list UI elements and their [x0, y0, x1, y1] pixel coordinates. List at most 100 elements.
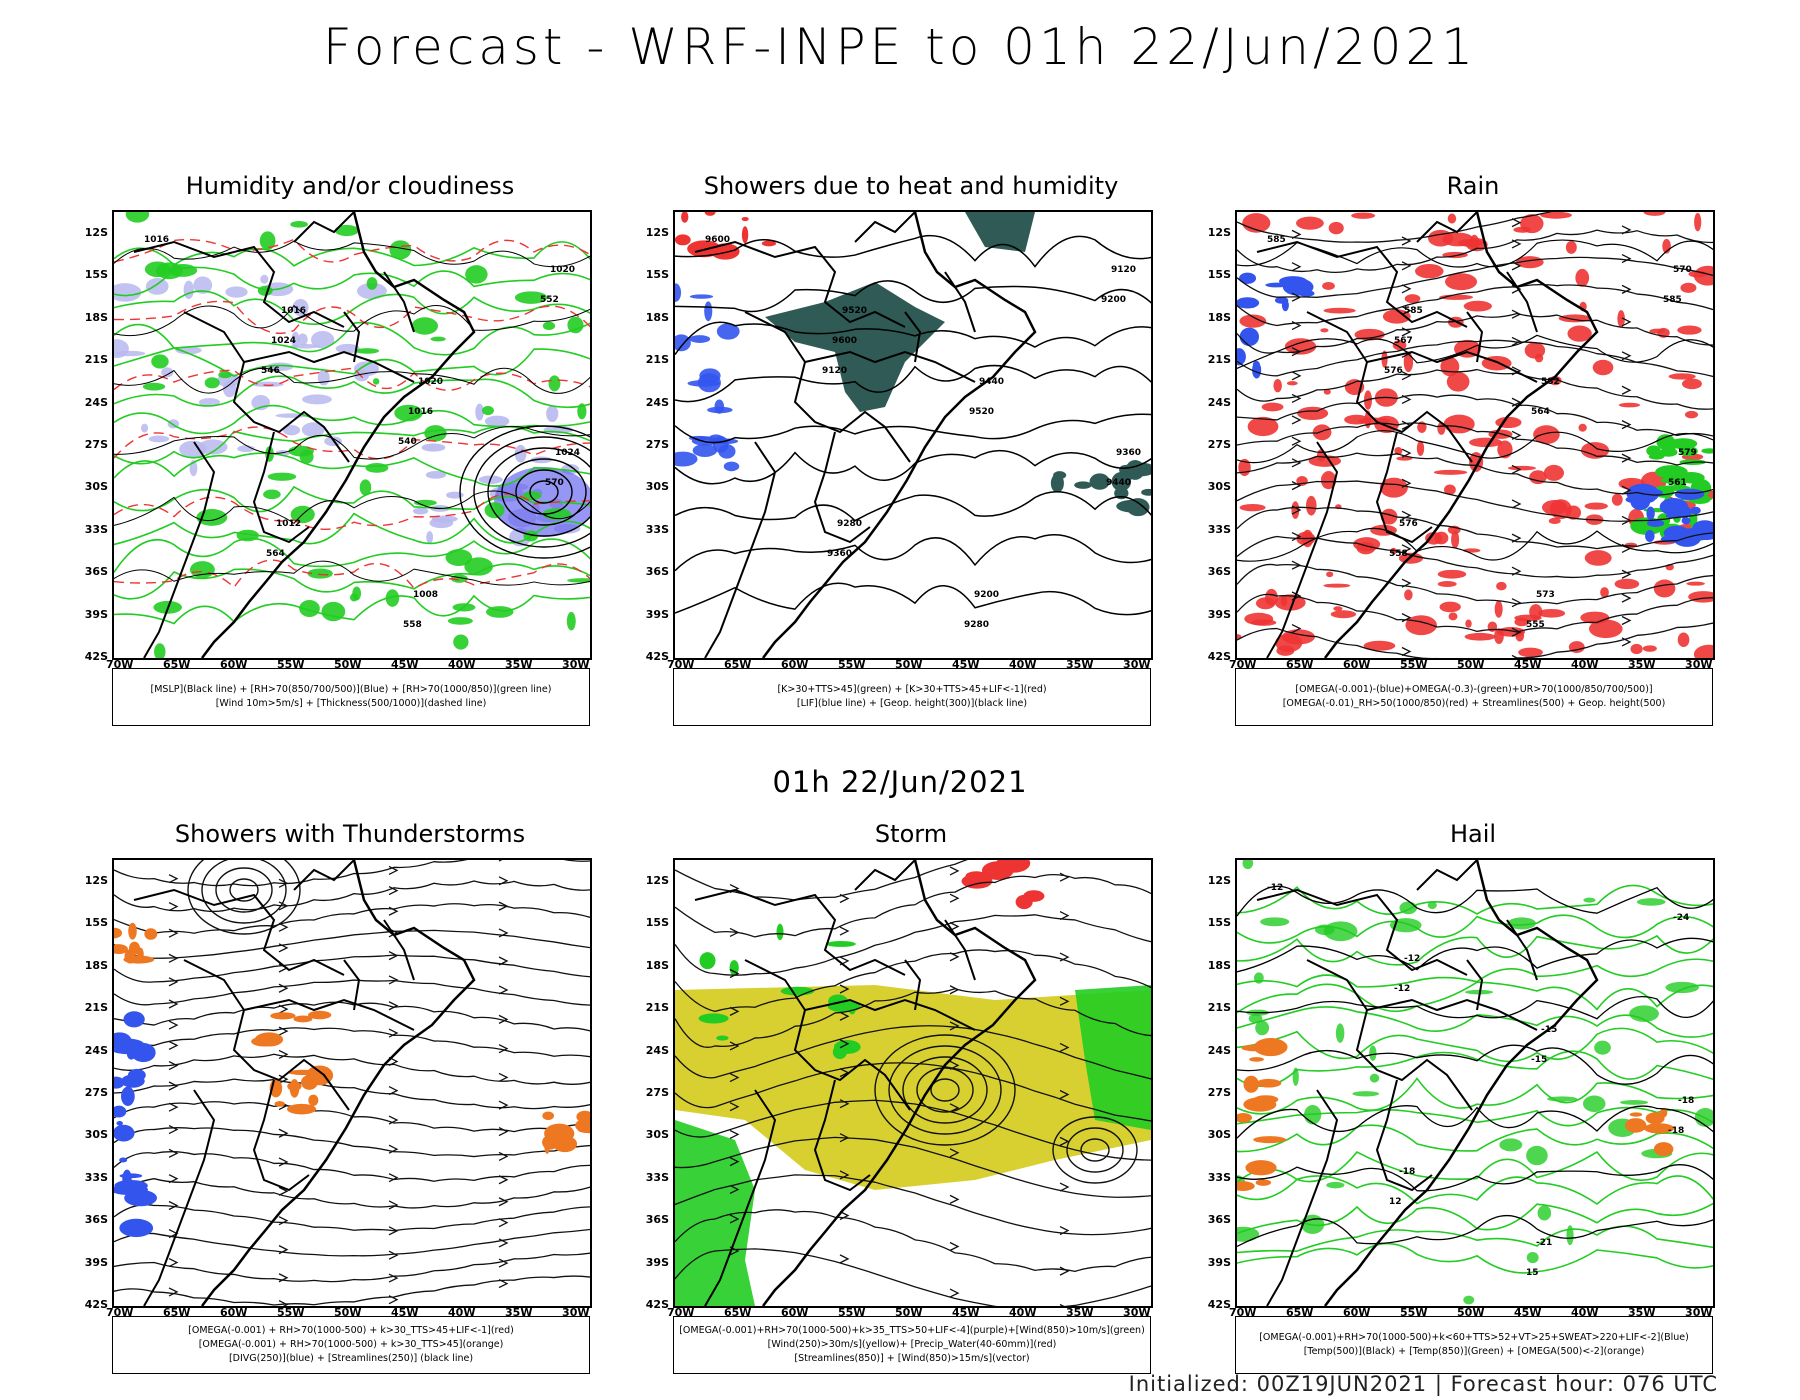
latitude-label: 30S: [1207, 1128, 1231, 1142]
contour-label: -18: [1668, 1126, 1684, 1136]
humidity-area: [317, 369, 330, 386]
streamline: [114, 1228, 590, 1257]
green-contour-patch: [267, 472, 297, 481]
contour-label: 9200: [974, 590, 999, 600]
latitude-label: 21S: [645, 1001, 669, 1015]
streamline: [1237, 563, 1713, 605]
latitude-labels: 12S 15S 18S 21S 24S 27S 30S 33S 36S 39S 42S: [633, 858, 669, 1311]
streamline-arrow: [1059, 910, 1070, 921]
forecast-map[interactable]: [673, 858, 1153, 1308]
contour-label: 558: [1389, 549, 1408, 559]
omega-area: [1653, 1142, 1674, 1157]
cyclone-contour: [229, 878, 259, 902]
temp-850-contour: [1636, 898, 1666, 906]
country-border: [133, 240, 345, 328]
streamline: [675, 1062, 1151, 1122]
country-border: [252, 1079, 310, 1192]
thunderstorm-area: [293, 1015, 313, 1023]
contour-line: [1237, 1215, 1713, 1248]
streamline: [114, 1275, 590, 1306]
contour-line: [114, 493, 590, 530]
contour-line: [114, 367, 590, 394]
forecast-map[interactable]: [112, 858, 592, 1308]
cyclone-contour: [1066, 1127, 1124, 1173]
contour-label: -12: [1267, 883, 1283, 893]
rain-area: [1618, 402, 1640, 408]
green-contour-patch: [389, 240, 412, 260]
rain-area: [1533, 425, 1560, 445]
streamline-arrow: [949, 1148, 960, 1158]
longitude-label: 35W: [1066, 658, 1094, 671]
latitude-label: 33S: [84, 1170, 108, 1184]
contour-line: [675, 321, 1151, 355]
rain-area: [1382, 309, 1411, 324]
strong-wind-area: [729, 960, 739, 976]
streamline-arrow: [1511, 366, 1522, 376]
heavy-rain-area: [1701, 448, 1713, 454]
latitude-label: 24S: [84, 1043, 108, 1057]
country-border: [744, 311, 911, 463]
contour-label: 9520: [969, 407, 994, 417]
country-border: [704, 441, 777, 658]
streamline: [114, 903, 590, 934]
rain-area: [1584, 550, 1612, 566]
streamline: [675, 1025, 1151, 1080]
contour-label: 1016: [144, 235, 169, 245]
precip-water-area: [996, 860, 1031, 873]
country-border: [813, 431, 871, 544]
latitude-label: 39S: [645, 607, 669, 621]
legend-line: [OMEGA(-0.001)-(blue)+OMEGA(-0.3)-(green…: [1295, 684, 1653, 695]
thunderstorm-area: [144, 928, 158, 940]
country-border: [143, 441, 216, 658]
rain-area: [1320, 471, 1337, 490]
divergence-area: [121, 1086, 135, 1106]
streamline-arrow: [1401, 236, 1412, 246]
contour-line: [1237, 995, 1713, 1020]
latitude-label: 33S: [645, 1170, 669, 1184]
divergence-area: [114, 1076, 125, 1089]
latitude-label: 24S: [84, 395, 108, 409]
green-contour-patch: [366, 277, 378, 290]
forecast-map[interactable]: -12 -12 -15 -18 -18 -21 -24 -12 -15 -18 12 15: [1235, 858, 1715, 1308]
green-contour-patch: [155, 262, 183, 280]
omega-area: [1237, 1112, 1253, 1123]
streamline-arrow: [1511, 464, 1522, 475]
streamline: [1237, 256, 1713, 298]
contour-line: [675, 534, 1151, 572]
contour-line: [114, 375, 590, 409]
longitude-label: 55W: [277, 1306, 305, 1319]
streamline-arrow: [839, 1254, 850, 1264]
thunderstorm-area: [288, 1069, 318, 1076]
contour-line: [114, 425, 590, 465]
cyclone-contour: [930, 1078, 960, 1102]
forecast-map[interactable]: 1016 1016 1020 1024 1012 1008 1020 1024 1016 570 5…: [112, 210, 592, 660]
green-contour-patch: [484, 502, 505, 519]
streamline-arrow: [1621, 317, 1632, 327]
contour-label: 585: [1404, 306, 1423, 316]
temp-850-contour: [1369, 1073, 1380, 1083]
legend-line: [LIF](blue line) + [Geop. height(300)](b…: [796, 698, 1028, 709]
humidity-area: [446, 491, 464, 499]
streamline-arrow: [388, 1295, 399, 1305]
forecast-map[interactable]: 585 585 582 579 576 573 570 567 564 561 558 555 585 5…: [1235, 210, 1715, 660]
longitude-label: 65W: [1286, 1306, 1314, 1319]
country-border: [143, 1089, 216, 1306]
streamline-arrow: [168, 953, 179, 963]
thunderstorm-area: [307, 1010, 332, 1020]
rain-area: [1394, 446, 1403, 455]
streamline-arrow: [1291, 262, 1302, 272]
green-contour-patch: [372, 378, 380, 385]
country-border: [813, 1079, 871, 1192]
rain-area: [1494, 600, 1503, 618]
longitude-label: 30W: [1685, 1306, 1713, 1319]
contour-label: 582: [1541, 377, 1560, 387]
green-contour-patch: [263, 489, 281, 500]
streamline-arrow: [1059, 1225, 1070, 1236]
streamline-arrow: [1291, 436, 1302, 446]
forecast-map[interactable]: 9600 9520 9440 9360 9280 9200 9120 9600 9520 9440…: [673, 210, 1153, 660]
omega-area: [1243, 1075, 1259, 1093]
rain-area: [1537, 608, 1566, 618]
streamline-arrow: [949, 893, 960, 903]
humidity-area: [297, 333, 308, 346]
temp-850-contour: [1242, 860, 1254, 870]
